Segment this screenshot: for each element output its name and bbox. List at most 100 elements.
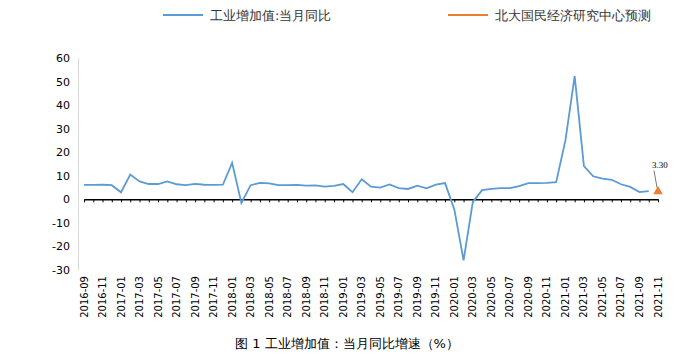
x-tick: 2018-01: [227, 199, 238, 317]
x-tick-mark: [390, 199, 391, 202]
x-tick-mark: [639, 199, 640, 202]
y-tick-label: 40: [56, 99, 70, 112]
x-tick-label: 2016-11: [97, 276, 108, 318]
x-tick: [482, 199, 483, 202]
x-tick-mark: [510, 199, 511, 202]
x-tick-mark: [204, 199, 205, 202]
x-tick-mark: [167, 199, 168, 202]
x-tick-label: 2017-11: [208, 276, 219, 318]
x-tick-label: 2018-01: [227, 276, 238, 318]
x-tick: [204, 199, 205, 202]
x-tick-mark: [436, 199, 437, 202]
x-tick-mark: [649, 199, 650, 202]
x-tick-mark: [621, 199, 622, 202]
x-tick-mark: [269, 199, 270, 202]
x-tick-mark: [547, 199, 548, 202]
x-tick-label: 2021-07: [615, 276, 626, 318]
x-tick-mark: [584, 199, 585, 202]
x-tick-mark: [325, 199, 326, 202]
x-tick: [445, 199, 446, 202]
x-tick: 2019-01: [338, 199, 349, 317]
x-tick: [649, 199, 650, 202]
x-tick-mark: [121, 199, 122, 202]
x-tick-label: 2021-09: [634, 276, 645, 318]
x-tick-mark: [501, 199, 502, 202]
x-tick: [278, 199, 279, 202]
x-tick-label: 2017-09: [190, 276, 201, 318]
x-tick-label: 2020-07: [504, 276, 515, 318]
y-tick: 40: [56, 99, 78, 112]
x-tick-mark: [84, 199, 85, 202]
x-tick: 2017-03: [134, 199, 145, 317]
y-tick-label: 50: [56, 76, 70, 89]
x-tick: [556, 199, 557, 202]
x-tick: [297, 199, 298, 202]
x-tick-label: 2017-07: [171, 276, 182, 318]
x-tick-label: 2018-09: [301, 276, 312, 318]
y-tick-label: 0: [63, 193, 70, 206]
x-tick-label: 2021-01: [560, 276, 571, 318]
y-tick: 30: [56, 123, 78, 136]
x-tick: 2018-03: [245, 199, 256, 317]
x-tick-label: 2019-07: [393, 276, 404, 318]
chart-title: 图 1 工业增加值：当月同比增速（%）: [235, 336, 459, 351]
x-tick-label: 2018-03: [245, 276, 256, 318]
y-tick: 10: [56, 170, 78, 183]
x-tick-mark: [186, 199, 187, 202]
x-tick: 2018-05: [264, 199, 275, 317]
x-tick: 2021-01: [560, 199, 571, 317]
x-tick-mark: [491, 199, 492, 202]
x-tick-mark: [343, 199, 344, 202]
legend-swatch: [163, 14, 203, 16]
y-tick: 20: [56, 146, 78, 159]
x-tick: 2017-09: [190, 199, 201, 317]
series-marker: [653, 186, 663, 194]
y-axis-line: [78, 59, 79, 271]
x-tick-mark: [278, 199, 279, 202]
y-tick: 50: [56, 76, 78, 89]
x-tick-mark: [112, 199, 113, 202]
x-tick-mark: [658, 199, 659, 202]
x-tick-mark: [399, 199, 400, 202]
x-tick: 2019-03: [356, 199, 367, 317]
y-tick: -10: [52, 217, 78, 230]
x-tick: 2020-03: [467, 199, 478, 317]
x-tick: [575, 199, 576, 202]
legend: 工业增加值:当月同比北大国民经济研究中心预测: [163, 8, 651, 23]
chart: -30-20-1001020304050602016-092016-112017…: [0, 0, 694, 355]
x-tick-mark: [380, 199, 381, 202]
x-tick: 2021-05: [597, 199, 608, 317]
x-tick-label: 2019-01: [338, 276, 349, 318]
x-tick: 2019-07: [393, 199, 404, 317]
x-tick-mark: [445, 199, 446, 202]
x-tick: 2016-11: [97, 199, 108, 317]
x-tick-mark: [408, 199, 409, 202]
x-tick: 2021-03: [578, 199, 589, 317]
x-tick-mark: [130, 199, 131, 202]
x-tick: [186, 199, 187, 202]
x-tick-label: 2018-05: [264, 276, 275, 318]
x-tick-mark: [538, 199, 539, 202]
x-tick: 2018-07: [282, 199, 293, 317]
x-tick-mark: [103, 199, 104, 202]
y-tick-label: -20: [52, 240, 70, 253]
data-label: 3.30: [652, 160, 668, 170]
x-tick-mark: [140, 199, 141, 202]
x-tick-mark: [602, 199, 603, 202]
legend-label: 工业增加值:当月同比: [210, 8, 331, 23]
y-tick: -30: [52, 264, 78, 277]
x-axis: 2016-092016-112017-012017-032017-052017-…: [79, 199, 664, 317]
y-tick-label: -30: [52, 264, 70, 277]
labels: 3.30: [652, 160, 668, 188]
x-tick: 2016-09: [79, 199, 90, 317]
x-tick-mark: [519, 199, 520, 202]
x-tick: 2021-07: [615, 199, 626, 317]
x-tick: 2017-11: [208, 199, 219, 317]
x-tick: [371, 199, 372, 202]
x-tick: [464, 199, 465, 202]
x-tick-mark: [149, 199, 150, 202]
x-tick-mark: [214, 199, 215, 202]
x-tick-label: 2020-01: [449, 276, 460, 318]
y-tick-label: 10: [56, 170, 70, 183]
x-tick-label: 2021-05: [597, 276, 608, 318]
